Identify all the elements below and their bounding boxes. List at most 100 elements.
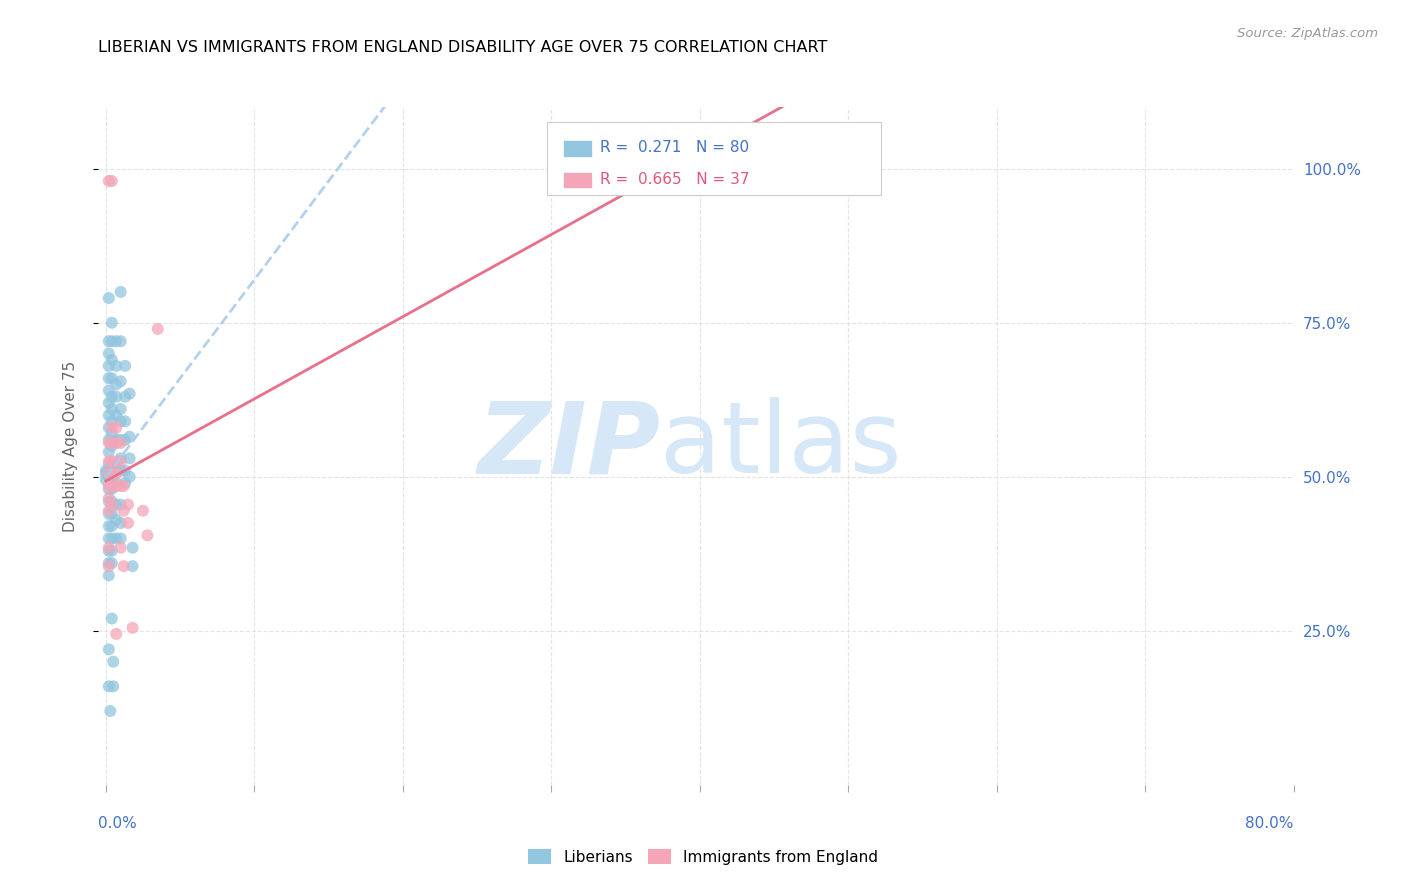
Point (105, 513, 128, 527)
Point (110, 464, 132, 478)
Legend: Liberians, Immigrants from England: Liberians, Immigrants from England (522, 843, 884, 871)
Point (101, 532, 124, 546)
Point (97, 467, 120, 481)
Point (146, 322, 169, 336)
Point (98, 704, 121, 718)
Point (101, 316, 124, 330)
Point (101, 390, 124, 404)
Point (97, 396, 120, 410)
Point (110, 285, 132, 299)
Point (112, 559, 135, 574)
Point (105, 627, 128, 641)
Point (101, 519, 124, 533)
Point (118, 470, 141, 484)
Point (118, 386, 141, 401)
Point (97, 543, 120, 558)
Point (101, 414, 124, 428)
Point (110, 433, 132, 447)
Point (121, 559, 143, 574)
Point (97, 408, 120, 422)
Point (101, 556, 124, 570)
Point (114, 464, 136, 478)
Point (97, 504, 120, 518)
Point (97, 519, 120, 533)
Point (97, 420, 120, 434)
Point (97, 458, 120, 472)
Point (110, 498, 132, 512)
Point (105, 359, 128, 373)
Y-axis label: Disability Age Over 75: Disability Age Over 75 (63, 360, 77, 532)
Point (114, 414, 136, 428)
Point (97, 445, 120, 459)
Point (105, 498, 128, 512)
Point (118, 430, 141, 444)
Point (101, 482, 124, 496)
Point (117, 516, 139, 530)
Point (101, 470, 124, 484)
Point (114, 475, 136, 490)
Point (97, 371, 120, 385)
Text: ZIP: ZIP (477, 398, 661, 494)
Point (112, 504, 135, 518)
Point (97, 384, 120, 398)
Point (110, 436, 132, 450)
Point (121, 621, 143, 635)
Point (97, 679, 120, 693)
Text: 80.0%: 80.0% (1246, 816, 1294, 831)
FancyBboxPatch shape (564, 140, 592, 157)
FancyBboxPatch shape (564, 171, 592, 188)
Point (105, 408, 128, 422)
Point (110, 454, 132, 468)
Point (112, 479, 135, 493)
Point (97, 433, 120, 447)
Point (101, 426, 124, 441)
Point (97, 334, 120, 349)
Point (103, 655, 125, 669)
Point (105, 377, 128, 392)
FancyBboxPatch shape (547, 122, 882, 195)
Point (97, 291, 120, 305)
Text: R =  0.665   N = 37: R = 0.665 N = 37 (600, 171, 749, 186)
Point (97, 359, 120, 373)
Point (101, 436, 124, 450)
Point (105, 420, 128, 434)
Point (101, 479, 124, 493)
Point (101, 420, 124, 434)
Point (101, 467, 124, 481)
Point (101, 454, 124, 468)
Text: LIBERIAN VS IMMIGRANTS FROM ENGLAND DISABILITY AGE OVER 75 CORRELATION CHART: LIBERIAN VS IMMIGRANTS FROM ENGLAND DISA… (98, 40, 828, 55)
Point (105, 433, 128, 447)
Text: atlas: atlas (661, 398, 901, 494)
Point (110, 541, 132, 555)
Point (132, 504, 155, 518)
Point (114, 433, 136, 447)
Point (105, 475, 128, 490)
Point (110, 334, 132, 349)
Point (101, 494, 124, 508)
Point (110, 532, 132, 546)
Point (97, 556, 120, 570)
Point (97, 494, 120, 508)
Point (97, 532, 120, 546)
Point (101, 352, 124, 367)
Point (117, 498, 139, 512)
Point (105, 454, 128, 468)
Point (94, 467, 117, 481)
Point (105, 458, 128, 472)
Point (103, 679, 125, 693)
Point (97, 559, 120, 574)
Point (614, 174, 637, 188)
Point (101, 371, 124, 385)
Point (110, 414, 132, 428)
Text: 0.0%: 0.0% (98, 816, 138, 831)
Point (97, 436, 120, 450)
Point (101, 507, 124, 521)
Text: R =  0.271   N = 80: R = 0.271 N = 80 (600, 140, 749, 155)
Point (114, 359, 136, 373)
Point (101, 498, 124, 512)
Point (97, 541, 120, 555)
Point (97, 642, 120, 657)
Point (97, 507, 120, 521)
Point (110, 402, 132, 417)
Point (110, 374, 132, 388)
